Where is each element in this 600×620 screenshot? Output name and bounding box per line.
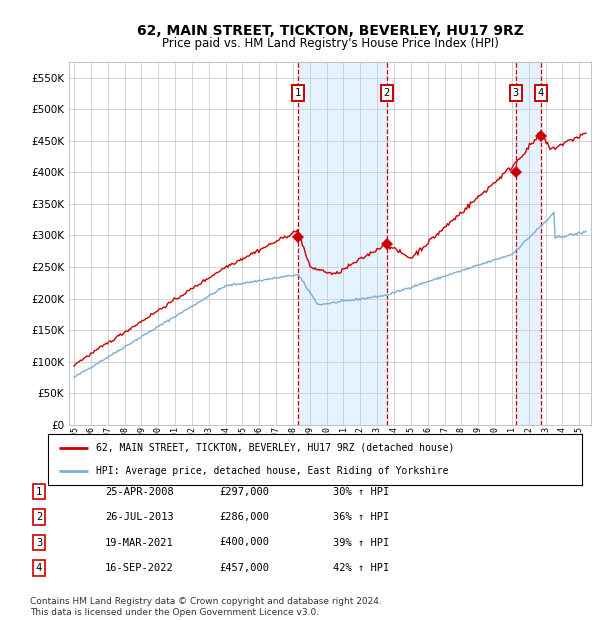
- Text: 42% ↑ HPI: 42% ↑ HPI: [333, 563, 389, 573]
- Bar: [515, 62, 541, 425]
- Text: 2: 2: [36, 512, 42, 522]
- Text: £400,000: £400,000: [219, 538, 269, 547]
- Text: 2: 2: [383, 88, 390, 98]
- Text: £286,000: £286,000: [219, 512, 269, 522]
- Text: 4: 4: [538, 88, 544, 98]
- Bar: [298, 62, 387, 425]
- Text: Contains HM Land Registry data © Crown copyright and database right 2024.
This d: Contains HM Land Registry data © Crown c…: [30, 598, 382, 617]
- Text: 26-JUL-2013: 26-JUL-2013: [105, 512, 174, 522]
- Text: £297,000: £297,000: [219, 487, 269, 497]
- Text: 62, MAIN STREET, TICKTON, BEVERLEY, HU17 9RZ (detached house): 62, MAIN STREET, TICKTON, BEVERLEY, HU17…: [96, 443, 454, 453]
- Text: HPI: Average price, detached house, East Riding of Yorkshire: HPI: Average price, detached house, East…: [96, 466, 449, 476]
- Text: 39% ↑ HPI: 39% ↑ HPI: [333, 538, 389, 547]
- Text: 16-SEP-2022: 16-SEP-2022: [105, 563, 174, 573]
- Text: 1: 1: [295, 88, 301, 98]
- Text: 25-APR-2008: 25-APR-2008: [105, 487, 174, 497]
- Text: 1: 1: [36, 487, 42, 497]
- Text: 3: 3: [512, 88, 518, 98]
- Text: 30% ↑ HPI: 30% ↑ HPI: [333, 487, 389, 497]
- Text: 19-MAR-2021: 19-MAR-2021: [105, 538, 174, 547]
- Text: 62, MAIN STREET, TICKTON, BEVERLEY, HU17 9RZ: 62, MAIN STREET, TICKTON, BEVERLEY, HU17…: [137, 24, 523, 38]
- Text: Price paid vs. HM Land Registry's House Price Index (HPI): Price paid vs. HM Land Registry's House …: [161, 37, 499, 50]
- Text: £457,000: £457,000: [219, 563, 269, 573]
- Text: 3: 3: [36, 538, 42, 547]
- Text: 4: 4: [36, 563, 42, 573]
- Text: 36% ↑ HPI: 36% ↑ HPI: [333, 512, 389, 522]
